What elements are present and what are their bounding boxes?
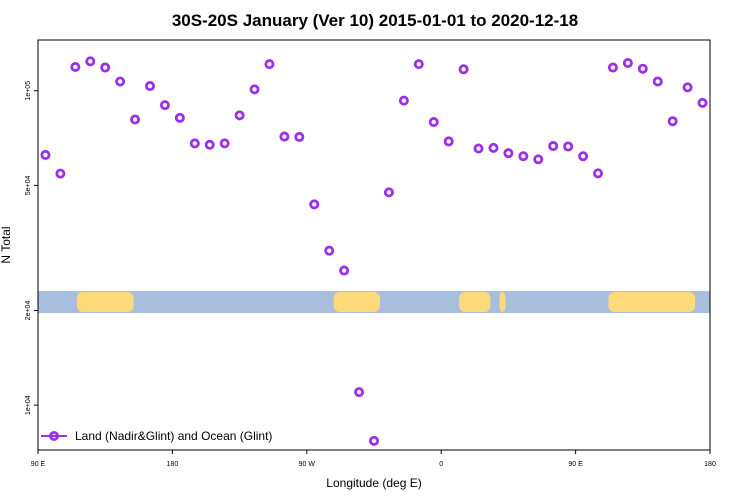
data-point	[548, 141, 559, 152]
data-point	[354, 387, 365, 398]
data-point	[55, 168, 66, 179]
data-point	[622, 58, 633, 69]
data-point	[563, 141, 574, 152]
data-point	[488, 142, 499, 153]
legend-marker	[49, 430, 60, 441]
land-region-3	[499, 292, 506, 312]
x-axis: 90 E 180 90 W 0 90 E 180	[31, 450, 716, 468]
data-point	[518, 151, 529, 162]
data-points	[40, 56, 708, 446]
x-tick-label: 90 E	[31, 461, 46, 468]
data-point	[130, 114, 141, 125]
data-point	[294, 131, 305, 142]
land-region-1	[333, 292, 380, 312]
data-point	[368, 435, 379, 446]
y-tick-label: 1e+04	[25, 395, 32, 415]
land-region-0	[76, 292, 134, 312]
data-point	[264, 59, 275, 70]
data-point	[578, 151, 589, 162]
y-axis: 1e+04 2e+04 5e+04 1e+05	[25, 81, 38, 415]
data-point	[159, 100, 170, 111]
legend: Land (Nadir&Glint) and Ocean (Glint)	[41, 429, 272, 443]
data-point	[324, 245, 335, 256]
data-point	[279, 131, 290, 142]
x-tick-label: 90 E	[568, 461, 583, 468]
x-tick-label: 180	[167, 461, 179, 468]
x-tick-label: 0	[439, 461, 443, 468]
data-point	[144, 81, 155, 92]
chart-title: 30S-20S January (Ver 10) 2015-01-01 to 2…	[172, 11, 578, 30]
data-point	[100, 62, 111, 73]
y-tick-label: 1e+05	[25, 81, 32, 101]
data-point	[85, 56, 96, 67]
y-tick-label: 2e+04	[25, 301, 32, 321]
legend-entry-label: Land (Nadir&Glint) and Ocean (Glint)	[75, 429, 272, 443]
data-point	[503, 148, 514, 159]
land-region-4	[608, 292, 696, 312]
data-point	[115, 76, 126, 87]
data-point	[309, 199, 320, 210]
data-point	[428, 117, 439, 128]
land-ocean-band	[38, 291, 710, 313]
data-point	[533, 154, 544, 165]
x-tick-label: 180	[704, 461, 716, 468]
data-point	[174, 112, 185, 123]
x-tick-label: 90 W	[299, 461, 316, 468]
data-point	[637, 63, 648, 74]
data-point	[458, 64, 469, 75]
data-point	[40, 149, 51, 160]
data-point	[219, 138, 230, 149]
data-point	[697, 97, 708, 108]
data-point	[443, 136, 454, 147]
data-point	[593, 168, 604, 179]
data-point	[189, 138, 200, 149]
data-point	[473, 143, 484, 154]
land-region-2	[459, 292, 491, 312]
x-axis-label: Longitude (deg E)	[326, 476, 421, 490]
data-point	[249, 84, 260, 95]
data-point	[413, 59, 424, 70]
y-tick-label: 5e+04	[25, 175, 32, 195]
data-point	[652, 76, 663, 87]
data-point	[204, 139, 215, 150]
data-point	[398, 95, 409, 106]
data-point	[383, 187, 394, 198]
data-point	[70, 61, 81, 72]
plot-area-frame	[37, 39, 711, 451]
land-regions	[76, 292, 696, 312]
data-point	[339, 265, 350, 276]
data-point	[607, 62, 618, 73]
data-point	[234, 110, 245, 121]
data-point	[682, 82, 693, 93]
data-point	[667, 116, 678, 127]
y-axis-label: N Total	[0, 226, 13, 263]
